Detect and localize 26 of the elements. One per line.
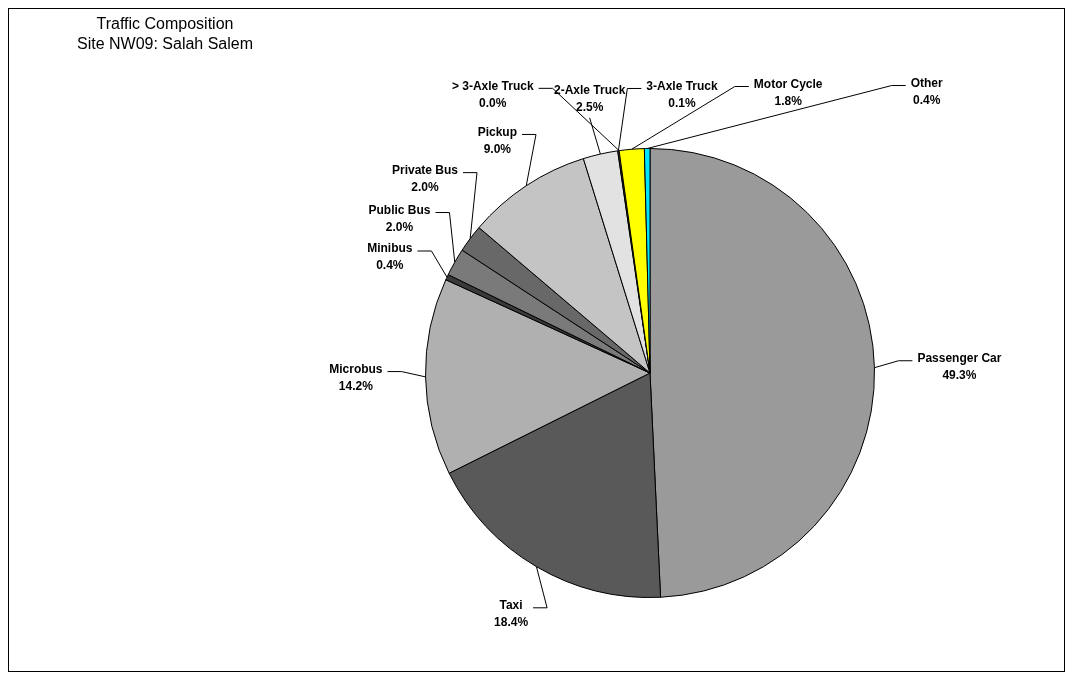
slice-label: Taxi <box>499 598 523 613</box>
data-label: 0.4% <box>913 92 941 107</box>
data-label: 2.5% <box>575 100 604 115</box>
data-label: 9.0% <box>483 141 512 156</box>
text: Site NW09: Salah Salem <box>75 34 255 54</box>
slice-label: 2-Axle Truck <box>553 83 626 98</box>
text: 0.0% <box>479 95 507 110</box>
slice-label: Public Bus <box>368 202 431 217</box>
slice-label: Minibus <box>367 241 413 256</box>
data-label: 2.0% <box>411 179 439 194</box>
category-label: > 3-Axle Truck <box>451 78 534 93</box>
data-label: 1.8% <box>774 93 803 108</box>
slice-label: Private Bus <box>391 162 459 177</box>
text: Traffic Composition <box>95 14 235 34</box>
slice-label: 3-Axle Truck <box>646 78 719 93</box>
slice-label: Motor Cycle <box>753 76 823 91</box>
data-label: 0.4% <box>376 258 404 273</box>
data-label: 49.3% <box>942 368 977 383</box>
data-label: 2.0% <box>385 219 414 234</box>
slice-label: Microbus <box>329 361 383 376</box>
data-label: 18.4% <box>494 615 529 630</box>
slice-label: Pickup <box>477 124 518 139</box>
data-label: 0.1% <box>668 95 696 110</box>
data-label: 14.2% <box>338 378 374 393</box>
slice-label: Other <box>910 75 943 90</box>
slice-label: Passenger Car <box>917 351 1002 366</box>
